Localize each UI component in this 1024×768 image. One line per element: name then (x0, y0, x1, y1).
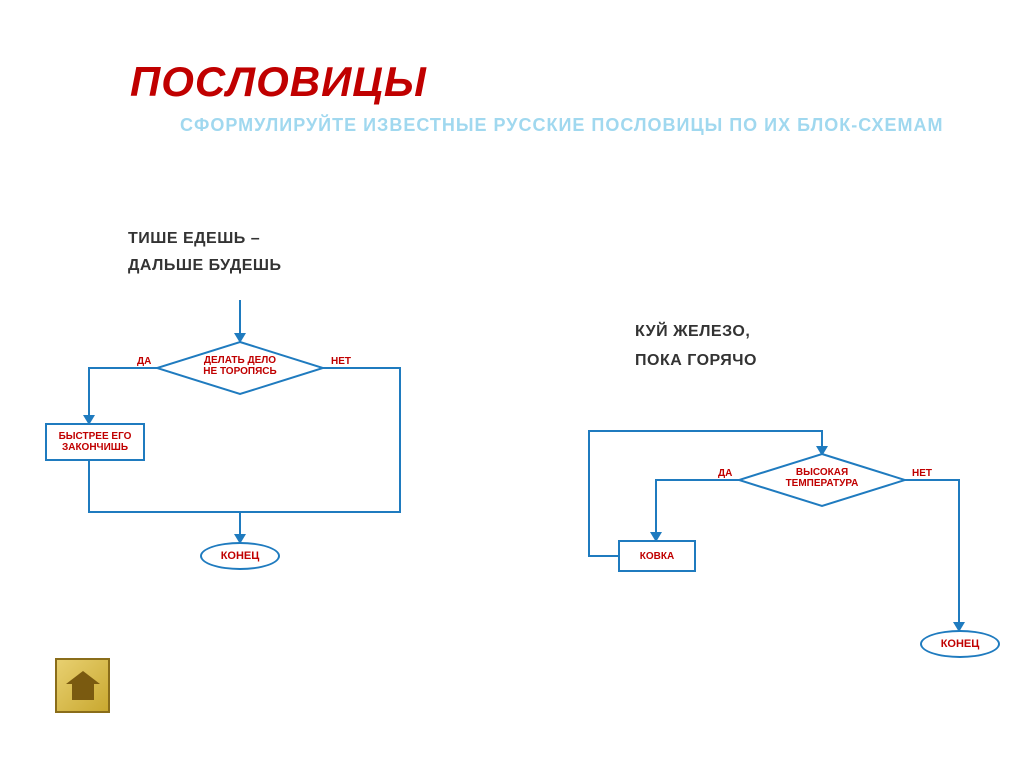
process-1: БЫСТРЕЕ ЕГО ЗАКОНЧИШЬ (45, 423, 145, 461)
page-title: ПОСЛОВИЦЫ (130, 58, 427, 106)
yes-label-2: ДА (718, 468, 732, 479)
flowchart-1: ДЕЛАТЬ ДЕЛО НЕ ТОРОПЯСЬ ДА НЕТ БЫСТРЕЕ Е… (40, 300, 440, 580)
home-icon (66, 671, 100, 700)
end-1: КОНЕЦ (200, 542, 280, 570)
proverb-2-text: КУЙ ЖЕЛЕЗО, ПОКА ГОРЯЧО (635, 318, 757, 376)
no-label-1: НЕТ (331, 356, 351, 367)
decision-1-label: ДЕЛАТЬ ДЕЛО НЕ ТОРОПЯСЬ (180, 355, 300, 377)
yes-label-1: ДА (137, 356, 151, 367)
proverb-1-text: ТИШЕ ЕДЕШЬ – ДАЛЬШЕ БУДЕШЬ (128, 225, 281, 279)
process-2: КОВКА (618, 540, 696, 572)
no-label-2: НЕТ (912, 468, 932, 479)
home-button[interactable] (55, 658, 110, 713)
decision-2-label: ВЫСОКАЯ ТЕМПЕРАТУРА (762, 467, 882, 489)
end-2: КОНЕЦ (920, 630, 1000, 658)
flowchart-2: ВЫСОКАЯ ТЕМПЕРАТУРА ДА НЕТ КОВКА КОНЕЦ (540, 430, 980, 680)
page-subtitle: СФОРМУЛИРУЙТЕ ИЗВЕСТНЫЕ РУССКИЕ ПОСЛОВИЦ… (180, 115, 944, 136)
